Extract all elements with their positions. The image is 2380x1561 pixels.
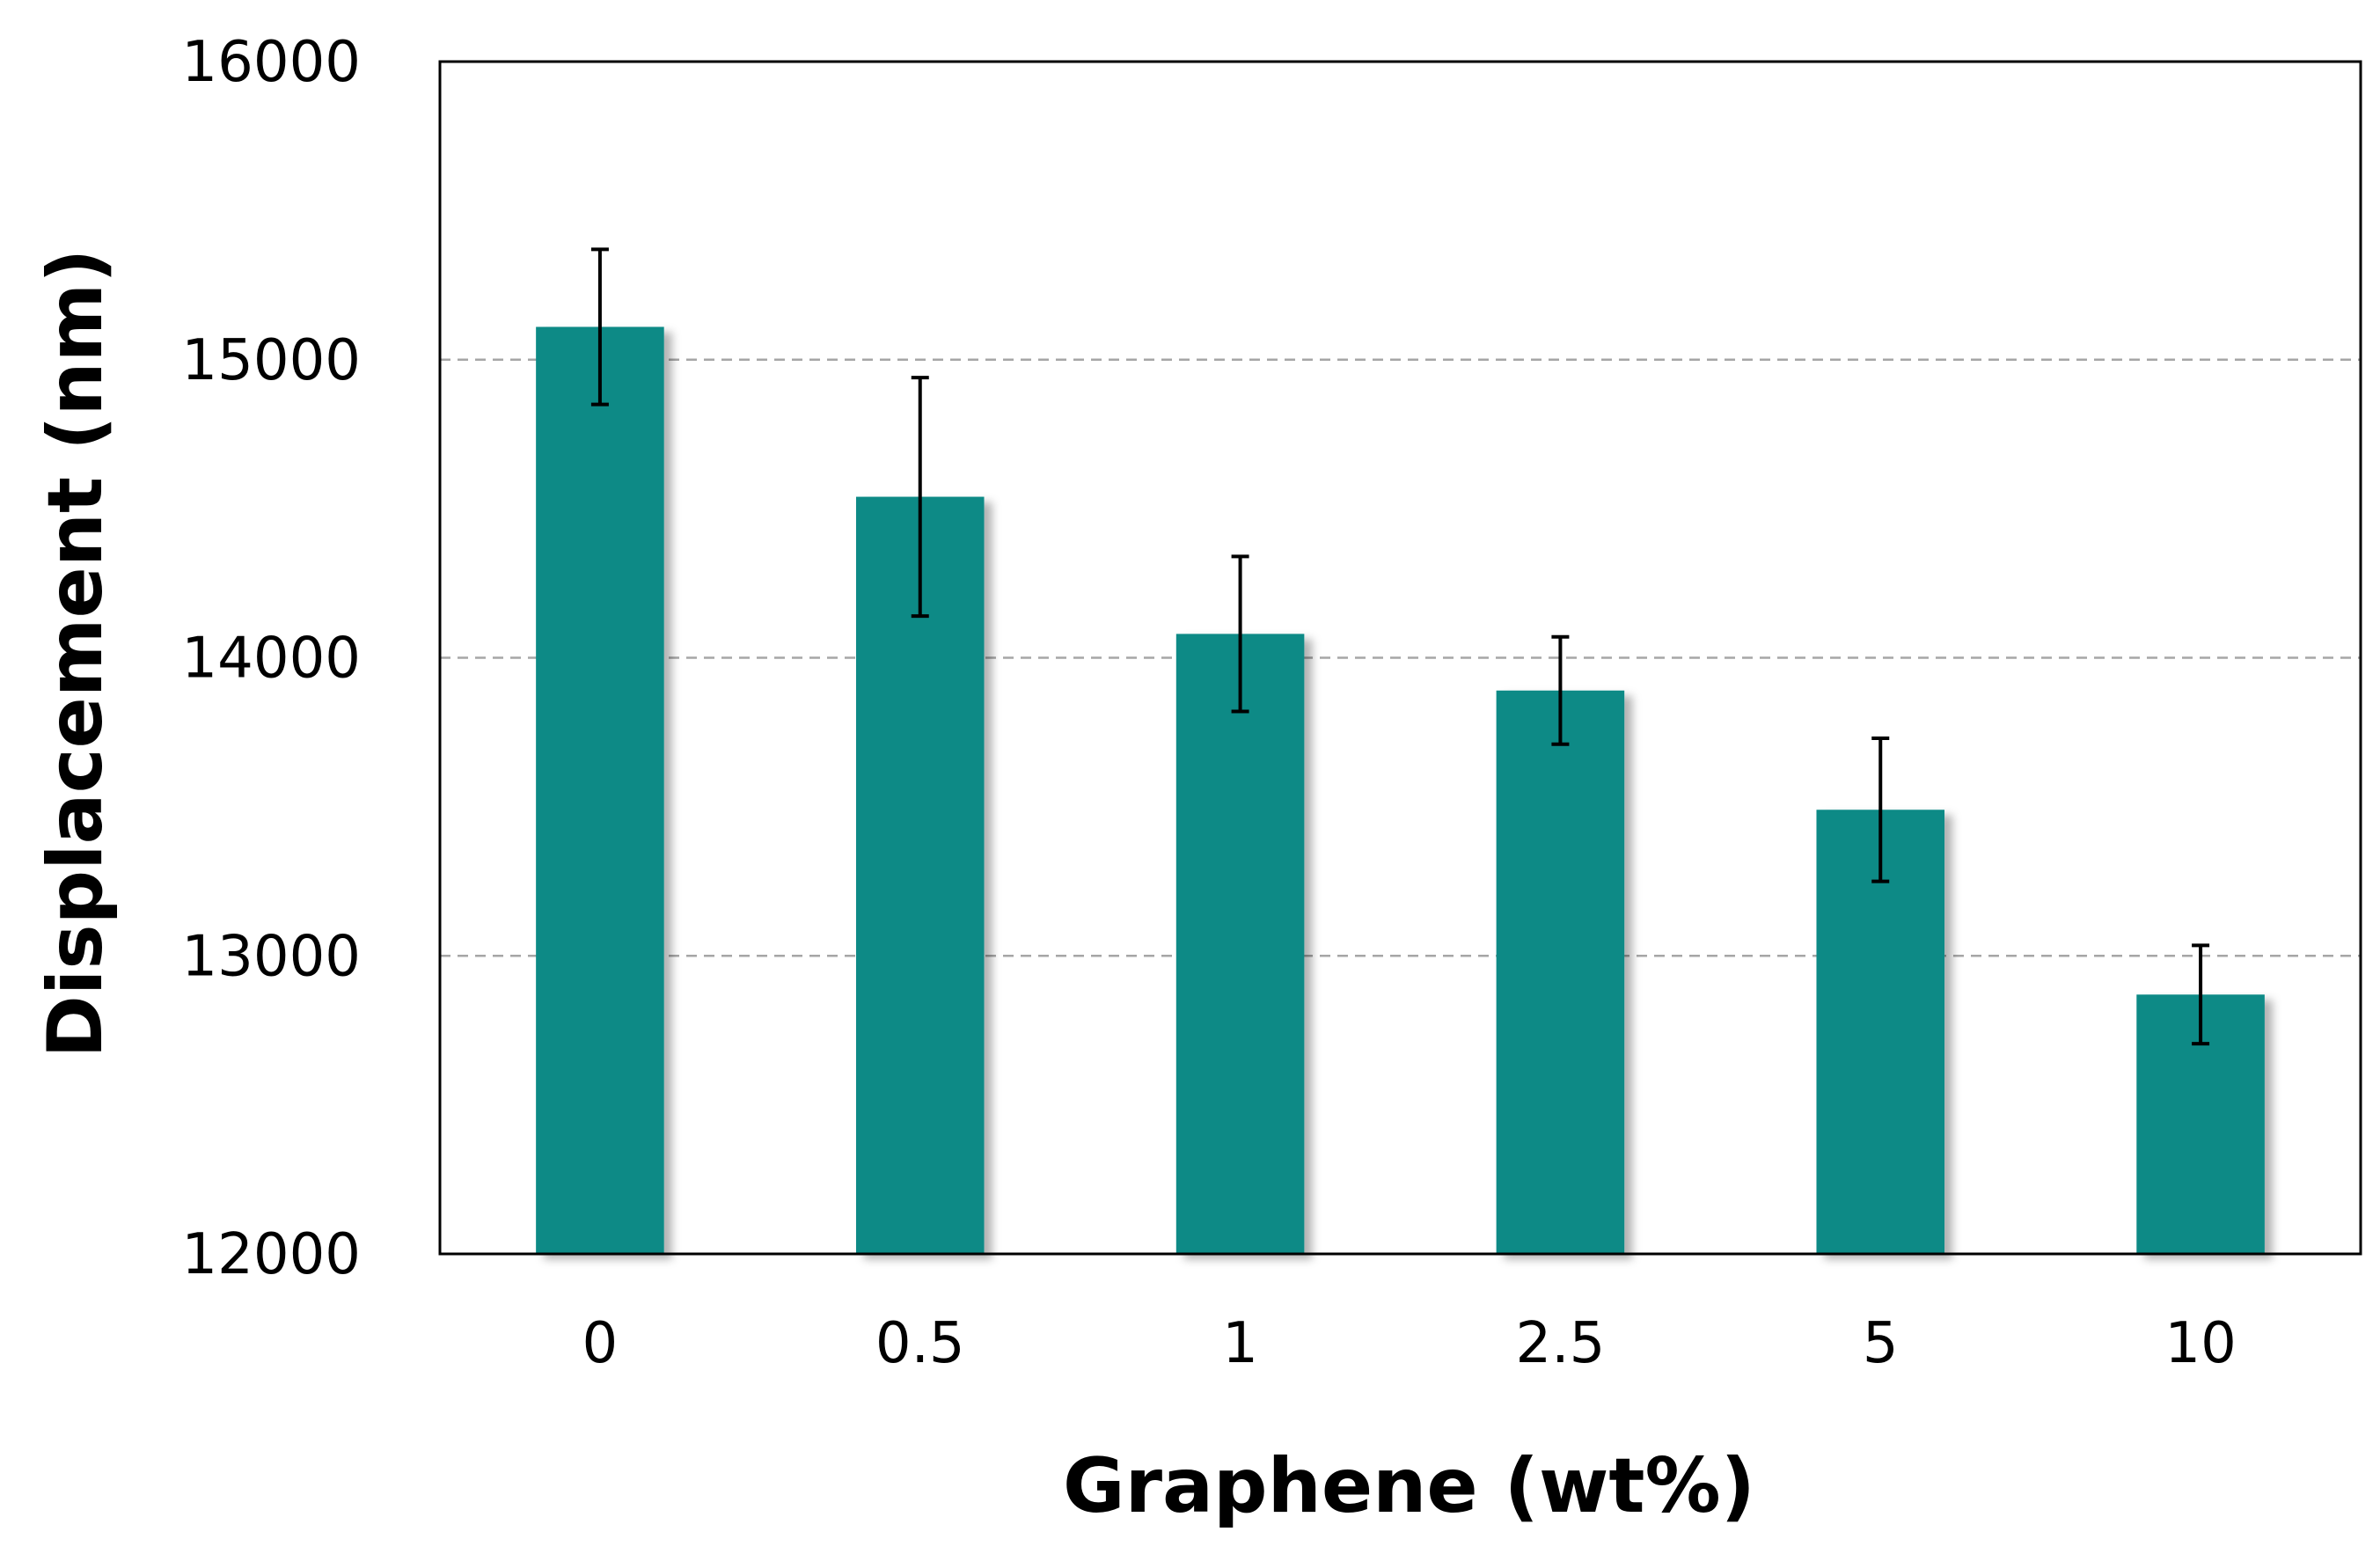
y-tick-label: 13000 bbox=[181, 924, 361, 989]
error-bars bbox=[590, 247, 2210, 1046]
error-bar-1 bbox=[1231, 554, 1249, 714]
x-axis-ticks: 0 0.5 1 2.5 5 10 bbox=[582, 1311, 2237, 1376]
x-tick-label-0.5: 0.5 bbox=[875, 1311, 965, 1376]
y-axis-ticks: 12000 13000 14000 15000 16000 bbox=[181, 30, 361, 1287]
x-tick-label-0: 0 bbox=[582, 1311, 619, 1376]
bar-2.5 bbox=[1496, 690, 1625, 1254]
error-bar-10 bbox=[2192, 943, 2210, 1046]
x-tick-label-2.5: 2.5 bbox=[1516, 1311, 1606, 1376]
x-tick-label-10: 10 bbox=[2164, 1311, 2236, 1376]
bar-0 bbox=[536, 326, 664, 1254]
y-tick-label: 14000 bbox=[181, 627, 361, 692]
error-bar-0 bbox=[590, 247, 609, 407]
error-bar-0.5 bbox=[911, 376, 929, 619]
bar-0.5 bbox=[855, 496, 985, 1254]
error-bar-2.5 bbox=[1551, 634, 1570, 746]
y-tick-label: 16000 bbox=[181, 30, 361, 95]
x-tick-label-5: 5 bbox=[1863, 1311, 1899, 1376]
x-tick-label-1: 1 bbox=[1222, 1311, 1258, 1376]
x-axis-title: Graphene (wt%) bbox=[1063, 1442, 1755, 1530]
bar-5 bbox=[1816, 810, 1945, 1254]
y-tick-label: 15000 bbox=[181, 328, 361, 393]
bar-1 bbox=[1175, 634, 1305, 1254]
y-tick-label: 12000 bbox=[181, 1222, 361, 1287]
gridlines bbox=[440, 358, 2361, 957]
plot-area-frame bbox=[438, 60, 2362, 1256]
bars bbox=[536, 326, 2265, 1254]
y-axis-title: Displacement (nm) bbox=[32, 248, 120, 1058]
error-bar-5 bbox=[1871, 736, 1890, 883]
